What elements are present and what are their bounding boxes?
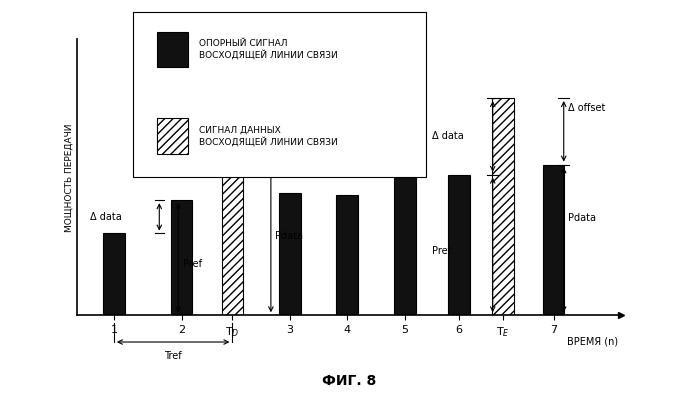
Bar	[492, 98, 514, 315]
Text: ФИГ. 8: ФИГ. 8	[322, 374, 376, 388]
Text: Pref: Pref	[183, 259, 202, 269]
Bar	[171, 200, 193, 315]
Text: Δ offset: Δ offset	[568, 103, 606, 113]
Text: Pref: Pref	[432, 246, 451, 256]
Bar	[394, 177, 415, 315]
Y-axis label: МОЩНОСТЬ ПЕРЕДАЧИ: МОЩНОСТЬ ПЕРЕДАЧИ	[65, 123, 74, 232]
Text: СИГНАЛ ДАННЫХ
ВОСХОДЯЩЕЙ ЛИНИИ СВЯЗИ: СИГНАЛ ДАННЫХ ВОСХОДЯЩЕЙ ЛИНИИ СВЯЗИ	[199, 126, 338, 146]
Bar	[448, 175, 470, 315]
Bar	[336, 195, 358, 315]
Bar	[543, 165, 565, 315]
Bar	[221, 149, 243, 315]
Text: Pdata: Pdata	[275, 231, 303, 241]
Bar	[103, 234, 125, 315]
Text: Δ data: Δ data	[432, 132, 463, 141]
Bar	[279, 193, 301, 315]
Text: Tref: Tref	[164, 351, 182, 361]
Text: ОПОРНЫЙ СИГНАЛ
ВОСХОДЯЩЕЙ ЛИНИИ СВЯЗИ: ОПОРНЫЙ СИГНАЛ ВОСХОДЯЩЕЙ ЛИНИИ СВЯЗИ	[199, 39, 338, 59]
Text: Δ data: Δ data	[90, 212, 122, 222]
Text: ВРЕМЯ (n): ВРЕМЯ (n)	[567, 337, 618, 347]
Text: Pdata: Pdata	[568, 213, 597, 223]
